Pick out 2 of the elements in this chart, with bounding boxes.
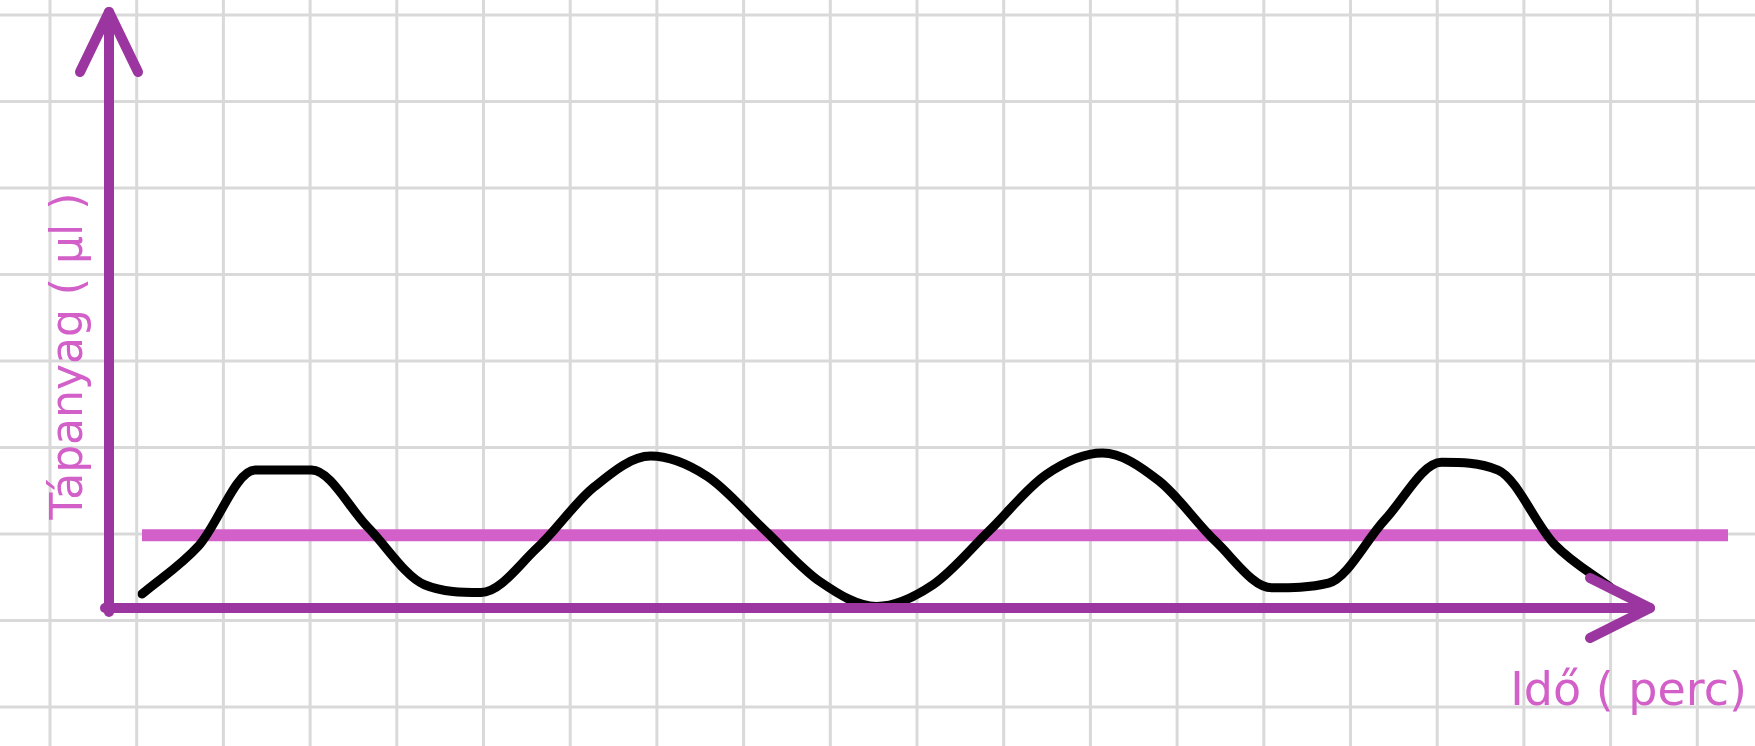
x-axis-title: Idő ( perc) [1510, 662, 1747, 716]
y-axis-title: Tápanyag ( µl ) [40, 192, 92, 520]
